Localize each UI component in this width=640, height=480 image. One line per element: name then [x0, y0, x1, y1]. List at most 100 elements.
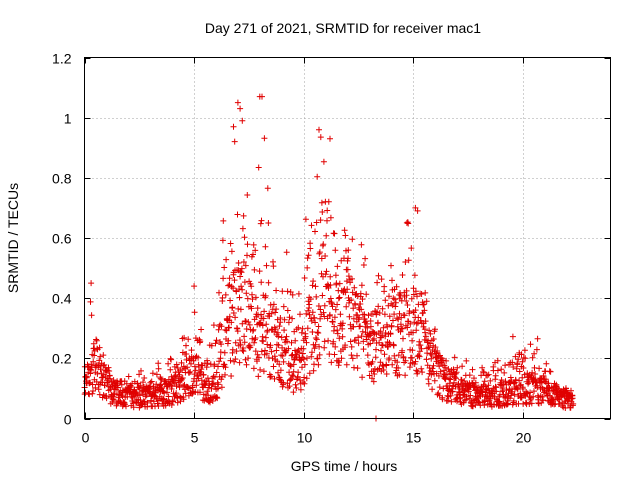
data-point — [261, 135, 268, 142]
data-point — [219, 237, 226, 244]
data-point — [167, 366, 174, 373]
data-point — [485, 371, 492, 378]
data-point — [249, 335, 256, 342]
data-point — [375, 319, 381, 326]
data-point — [319, 209, 326, 215]
data-point — [263, 321, 270, 328]
data-point — [222, 364, 229, 371]
data-point — [461, 388, 467, 394]
data-point — [387, 331, 394, 337]
data-point — [375, 303, 382, 310]
data-point — [279, 353, 286, 359]
data-point — [391, 311, 398, 318]
data-point — [197, 338, 204, 345]
data-point — [414, 293, 420, 300]
data-point — [336, 294, 343, 301]
data-point — [342, 342, 349, 349]
data-point — [371, 371, 378, 377]
x-axis-label: GPS time / hours — [291, 458, 398, 474]
data-point — [218, 323, 225, 330]
data-point — [239, 117, 246, 124]
data-point — [435, 372, 442, 379]
data-point — [437, 368, 444, 375]
data-point — [329, 319, 336, 325]
data-point — [229, 346, 236, 353]
data-point — [289, 291, 296, 298]
data-point — [369, 375, 375, 382]
data-point — [227, 297, 234, 304]
data-point — [178, 359, 185, 366]
data-point — [118, 381, 125, 388]
data-point — [303, 339, 310, 346]
data-point — [227, 357, 234, 364]
data-point — [138, 367, 144, 374]
data-point — [254, 351, 261, 358]
data-point — [281, 327, 288, 334]
data-point — [238, 265, 245, 272]
data-point — [547, 368, 554, 375]
data-point — [519, 385, 526, 392]
chart-title: Day 271 of 2021, SRMTID for receiver mac… — [205, 20, 481, 36]
data-point — [403, 298, 410, 304]
data-point — [304, 325, 311, 332]
data-point — [522, 355, 529, 362]
data-point — [322, 253, 329, 259]
data-point — [153, 371, 160, 378]
data-point — [406, 308, 413, 314]
data-point — [258, 279, 265, 286]
data-point — [303, 375, 310, 382]
data-point — [380, 367, 387, 373]
data-point — [300, 356, 307, 363]
data-point — [93, 336, 100, 343]
data-point — [270, 363, 277, 370]
data-point — [416, 338, 423, 345]
data-point — [244, 252, 250, 259]
data-point — [210, 322, 217, 329]
data-point — [396, 371, 403, 378]
data-point — [287, 376, 294, 383]
data-point — [298, 329, 305, 336]
data-point — [379, 332, 386, 339]
data-point — [395, 365, 402, 371]
data-point — [275, 342, 282, 349]
data-point — [208, 342, 215, 349]
data-point — [509, 333, 516, 340]
data-point — [267, 374, 274, 381]
data-point — [140, 379, 146, 386]
data-point — [482, 398, 488, 405]
data-point — [286, 383, 293, 390]
data-point — [411, 272, 418, 279]
data-point — [241, 234, 248, 241]
data-point — [518, 394, 524, 401]
data-point — [335, 295, 342, 302]
data-point — [95, 386, 102, 393]
data-point — [374, 309, 380, 316]
data-point — [564, 397, 571, 403]
data-point — [386, 293, 392, 300]
data-point — [323, 232, 330, 239]
data-point — [310, 367, 317, 374]
data-point — [531, 388, 537, 395]
data-point — [180, 383, 187, 389]
data-point — [320, 241, 327, 248]
data-point — [418, 365, 425, 372]
data-point — [123, 380, 130, 387]
data-point — [381, 311, 388, 318]
data-point — [301, 275, 308, 281]
data-point — [324, 217, 330, 224]
data-point — [123, 403, 129, 410]
data-point — [357, 323, 364, 330]
data-point — [434, 348, 441, 354]
data-point — [305, 307, 312, 314]
data-point — [314, 355, 321, 362]
data-point — [114, 384, 121, 391]
data-point — [212, 340, 219, 347]
data-point — [241, 333, 248, 340]
data-point — [316, 126, 322, 133]
data-point — [312, 228, 318, 235]
data-point — [403, 287, 410, 294]
data-point — [328, 359, 335, 366]
data-point — [313, 219, 320, 226]
data-point — [402, 357, 409, 364]
data-point — [544, 392, 551, 399]
